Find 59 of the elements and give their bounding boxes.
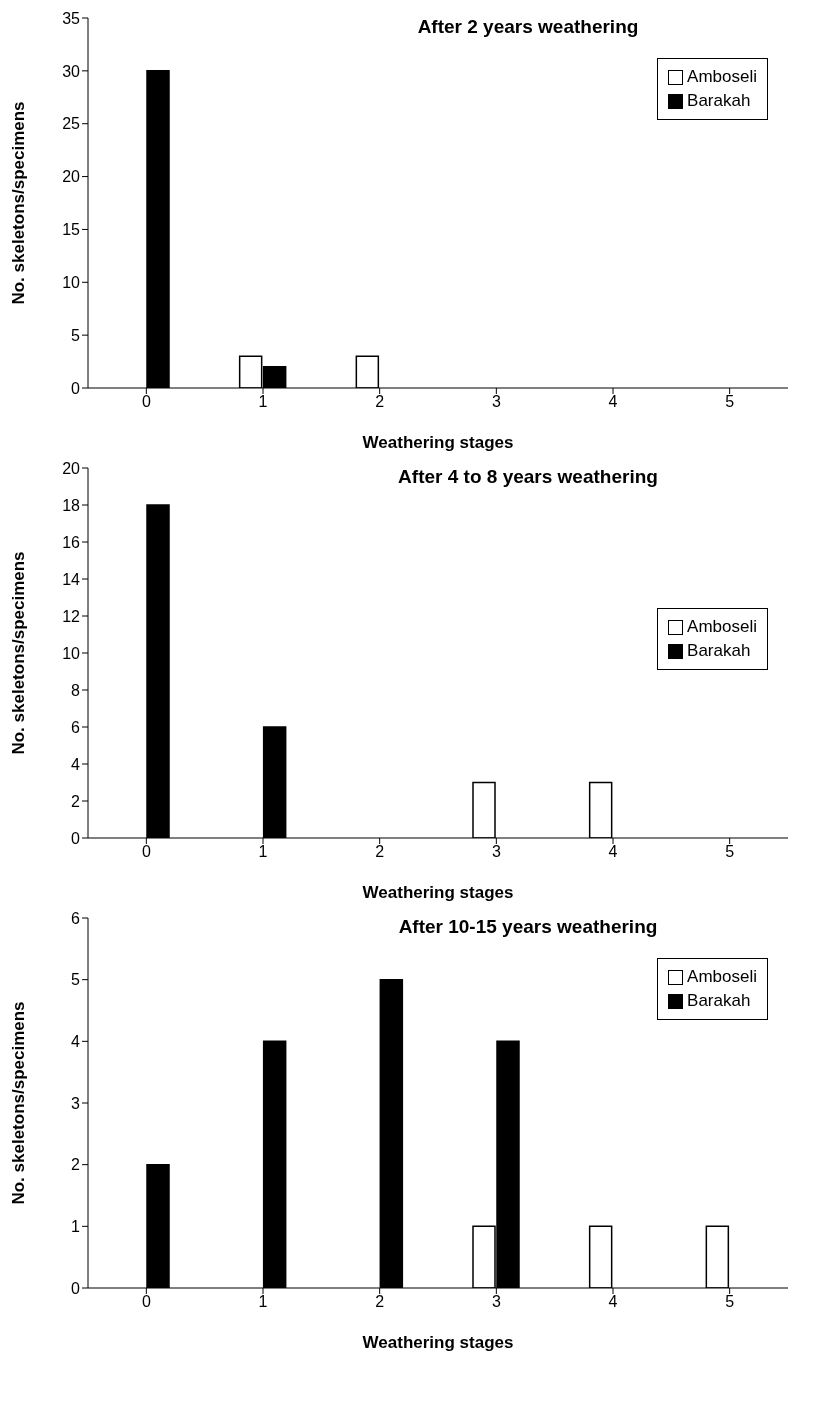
x-tick-label: 3: [491, 843, 501, 861]
y-tick-label: 0: [71, 379, 81, 397]
x-tick-label: 5: [725, 843, 735, 861]
y-tick-label: 18: [62, 496, 81, 514]
legend-label: Barakah: [687, 990, 751, 1012]
y-tick-label: 0: [71, 829, 81, 847]
y-tick-label: 20: [62, 459, 81, 477]
x-tick-label: 0: [141, 843, 151, 861]
x-tick-label: 1: [258, 843, 268, 861]
y-axis-title: No. skeletons/specimens: [9, 1001, 29, 1205]
x-axis-title: Weathering stages: [362, 433, 514, 452]
legend-label: Barakah: [687, 90, 751, 112]
legend-label: Amboseli: [687, 966, 757, 988]
x-tick-label: 1: [258, 393, 268, 411]
x-tick-label: 2: [375, 1293, 385, 1311]
y-tick-label: 8: [71, 681, 81, 699]
legend-label: Amboseli: [687, 616, 757, 638]
x-axis-title: Weathering stages: [362, 883, 514, 902]
legend-label: Amboseli: [687, 66, 757, 88]
y-tick-label: 16: [62, 533, 81, 551]
y-tick-label: 25: [62, 115, 81, 133]
y-tick-label: 15: [62, 221, 81, 239]
x-tick-label: 1: [258, 1293, 268, 1311]
y-tick-label: 20: [62, 168, 81, 186]
y-tick-label: 12: [62, 607, 81, 625]
x-axis-title: Weathering stages: [362, 1333, 514, 1352]
chart-title: After 10-15 years weathering: [397, 916, 659, 938]
chart-title: After 2 years weathering: [416, 16, 640, 38]
x-tick-label: 0: [141, 1293, 151, 1311]
y-tick-label: 10: [62, 273, 81, 291]
y-tick-label: 10: [62, 644, 81, 662]
x-tick-label: 3: [491, 1293, 501, 1311]
x-tick-label: 4: [608, 843, 618, 861]
x-tick-label: 0: [141, 393, 151, 411]
y-tick-label: 6: [71, 909, 81, 927]
x-tick-label: 5: [725, 393, 735, 411]
x-tick-label: 2: [375, 843, 385, 861]
x-tick-label: 4: [608, 393, 618, 411]
y-tick-label: 4: [71, 755, 81, 773]
x-tick-label: 5: [725, 1293, 735, 1311]
y-tick-label: 0: [71, 1279, 81, 1297]
legend-label: Barakah: [687, 640, 751, 662]
y-tick-label: 30: [62, 62, 81, 80]
chart-title: After 4 to 8 years weathering: [397, 466, 659, 488]
y-tick-label: 6: [71, 718, 81, 736]
y-tick-label: 3: [71, 1094, 81, 1112]
x-tick-label: 3: [491, 393, 501, 411]
y-tick-label: 5: [71, 971, 81, 989]
y-tick-label: 35: [62, 9, 81, 27]
y-axis-title: No. skeletons/specimens: [9, 101, 29, 305]
y-axis-title: No. skeletons/specimens: [9, 551, 29, 755]
y-tick-label: 2: [71, 792, 81, 810]
y-tick-label: 2: [71, 1156, 81, 1174]
x-tick-label: 2: [375, 393, 385, 411]
x-tick-label: 4: [608, 1293, 618, 1311]
y-tick-label: 1: [71, 1218, 81, 1236]
y-tick-label: 5: [71, 326, 81, 344]
y-tick-label: 14: [62, 570, 81, 588]
y-tick-label: 4: [71, 1033, 81, 1051]
